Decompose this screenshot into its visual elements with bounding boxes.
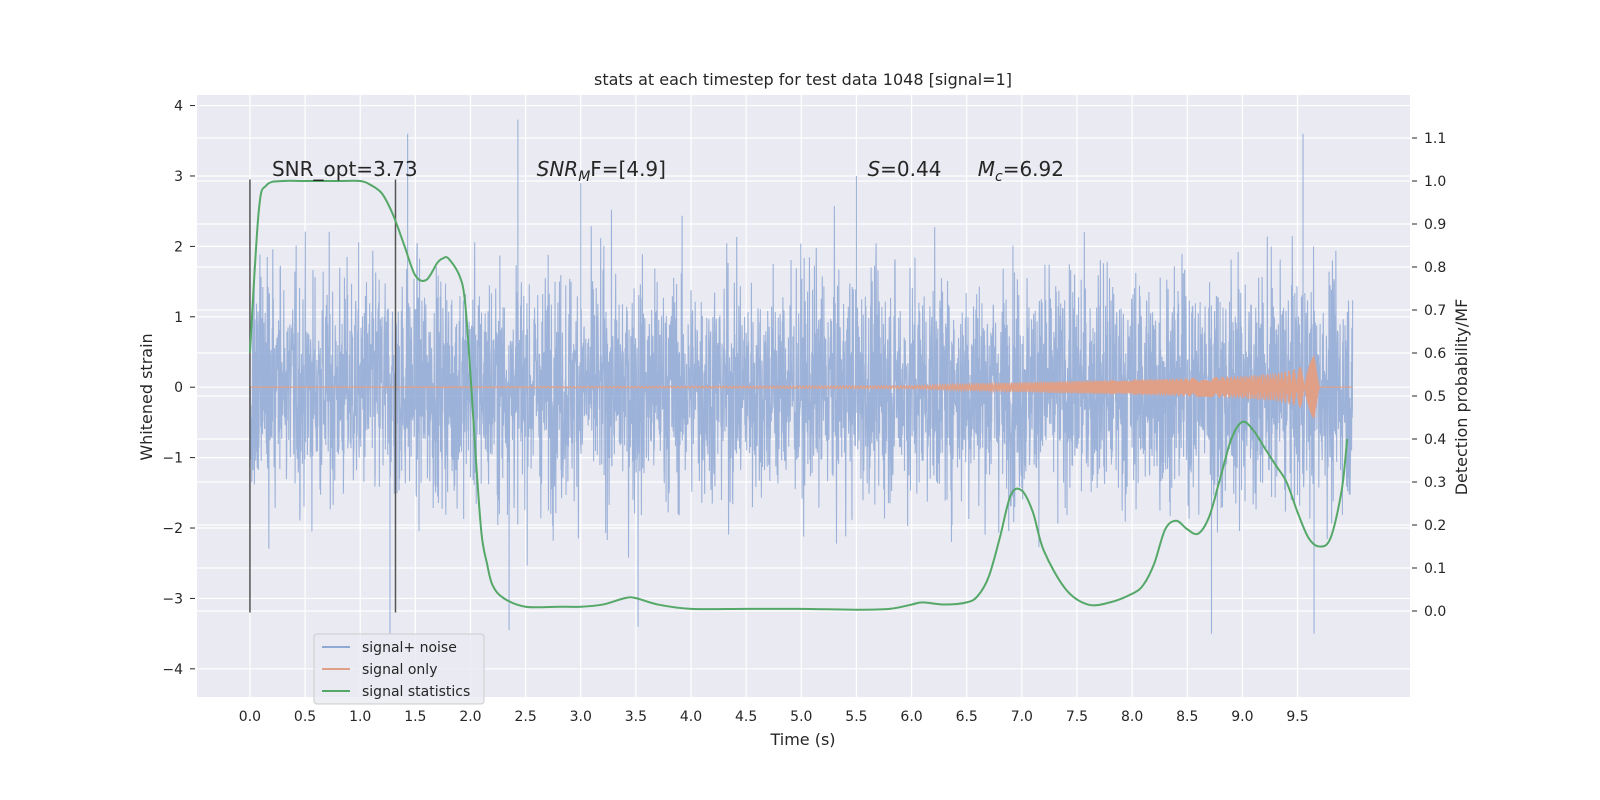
signal-only-series (249, 355, 1353, 419)
x-tick-label: 8.0 (1121, 709, 1143, 725)
annotations: SNR_opt=3.73 SNRMF=[4.9] S=0.44 Mc=6.92 (272, 157, 1064, 185)
y-left-tick-label: −4 (162, 662, 183, 678)
legend-label-signal-plus-noise: signal+ noise (362, 640, 457, 656)
legend-label-signal-only: signal only (362, 662, 437, 678)
y-right-tick-label: 0.8 (1424, 260, 1446, 276)
x-tick-label: 9.0 (1231, 709, 1253, 725)
annotation-text: S=0.44 (867, 157, 941, 181)
signal-statistics-series (248, 179, 1349, 611)
x-tick-label: 6.0 (900, 709, 922, 725)
y-right-tick-label: 0.0 (1424, 604, 1446, 620)
y-axis-right-title: Detection probability/MF (1452, 299, 1471, 496)
y-right-tick-label: 0.1 (1424, 561, 1446, 577)
x-tick-label: 5.0 (790, 709, 812, 725)
chart-title: stats at each timestep for test data 104… (594, 70, 1012, 89)
legend: signal+ noise signal only signal statist… (313, 633, 485, 705)
y-right-tick-label: 0.2 (1424, 518, 1446, 534)
y-right-tick-label: 0.9 (1424, 217, 1446, 233)
y-right-tick-label: 0.5 (1424, 389, 1446, 405)
annotation-text: SNRMF=[4.9] (537, 157, 666, 185)
y-right-tick-label: 0.4 (1424, 432, 1446, 448)
y-right-tick-label: 1.1 (1424, 131, 1446, 147)
y-left-tick-label: 1 (174, 310, 183, 326)
y-axis-left-ticks: 4 3 2 1 0 −1 −2 −3 −4 (162, 99, 195, 678)
x-tick-label: 5.5 (845, 709, 867, 725)
y-right-tick-label: 0.6 (1424, 346, 1446, 362)
x-tick-label: 3.5 (625, 709, 647, 725)
x-tick-label: 6.5 (956, 709, 978, 725)
x-tick-label: 8.5 (1176, 709, 1198, 725)
y-right-tick-label: 0.3 (1424, 475, 1446, 491)
y-left-tick-label: 2 (174, 239, 183, 255)
x-tick-label: 9.5 (1286, 709, 1308, 725)
x-axis-ticks: 0.0 0.5 1.0 1.5 2.0 2.5 3.0 3.5 4.0 4.5 5.0 5.5 6.0 6… (239, 709, 1309, 725)
y-right-tick-label: 1.0 (1424, 174, 1446, 190)
y-left-tick-label: −3 (162, 591, 183, 607)
x-tick-label: 3.0 (570, 709, 592, 725)
x-tick-label: 4.0 (680, 709, 702, 725)
annotation-text: Mc=6.92 (978, 157, 1064, 185)
y-left-tick-label: −2 (162, 521, 183, 537)
y-left-tick-label: 3 (174, 169, 183, 185)
signal-only-line (249, 355, 1353, 419)
x-tick-label: 4.5 (735, 709, 757, 725)
signal-statistics-line (248, 179, 1349, 611)
x-tick-label: 1.5 (404, 709, 426, 725)
y-axis-right-ticks: 1.1 1.0 0.9 0.8 0.7 0.6 0.5 0.4 0.3 0.2 0.1 0.0 (1412, 131, 1446, 620)
y-left-tick-label: 4 (174, 99, 183, 115)
x-axis-title: Time (s) (769, 730, 835, 749)
x-tick-label: 1.0 (349, 709, 371, 725)
y-right-tick-label: 0.7 (1424, 303, 1446, 319)
annotation-text: SNR_opt=3.73 (272, 157, 418, 181)
legend-box (313, 633, 485, 705)
x-tick-label: 7.0 (1011, 709, 1033, 725)
x-tick-label: 2.0 (459, 709, 481, 725)
x-tick-label: 2.5 (514, 709, 536, 725)
x-tick-label: 0.0 (239, 709, 261, 725)
y-left-tick-label: −1 (162, 451, 183, 467)
y-left-tick-label: 0 (174, 380, 183, 396)
legend-label-signal-statistics: signal statistics (362, 684, 470, 700)
y-axis-left-title: Whitened strain (137, 333, 156, 460)
segment-markers (249, 179, 397, 613)
x-tick-label: 0.5 (294, 709, 316, 725)
x-tick-label: 7.5 (1066, 709, 1088, 725)
